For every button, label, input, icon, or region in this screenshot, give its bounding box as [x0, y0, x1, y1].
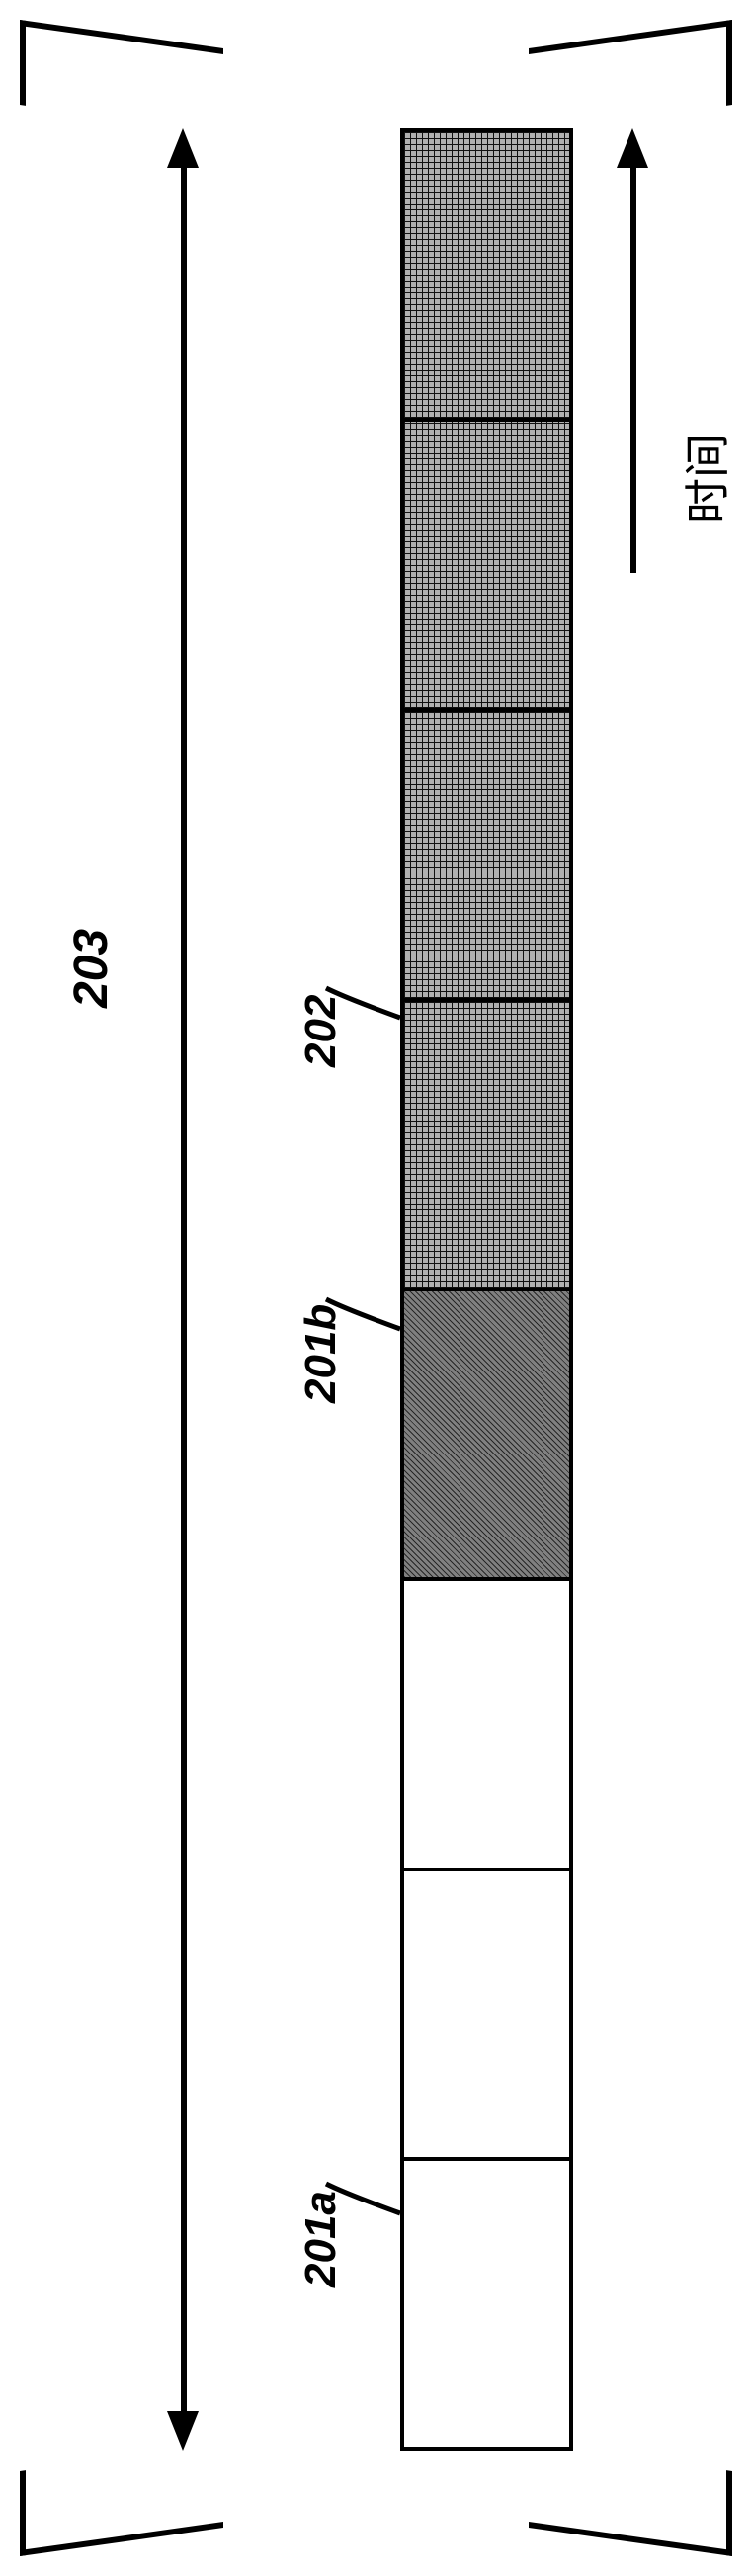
- segment: [404, 418, 569, 707]
- callout-202: 202: [296, 995, 346, 1067]
- segment: [404, 132, 569, 418]
- extent-bracket-203: [163, 128, 203, 2451]
- frame-corner: [529, 20, 732, 133]
- frame-corner: [20, 20, 223, 133]
- callout-201a: 201a: [296, 2191, 346, 2287]
- callout-201b: 201b: [296, 1304, 346, 1403]
- label-203: 203: [64, 929, 119, 1008]
- bracket-line: [181, 158, 187, 2421]
- time-axis-label: 时间: [672, 433, 737, 524]
- segment-201b: [404, 1288, 569, 1577]
- segment: [404, 708, 569, 998]
- diagram-page: 203 202 201b 201a 时间: [0, 0, 752, 2576]
- frame-corner: [20, 2443, 223, 2556]
- segment-201a: [404, 2157, 569, 2447]
- time-axis-line: [630, 158, 636, 573]
- segment: [404, 1868, 569, 2157]
- arrowhead-down-icon: [167, 2411, 199, 2451]
- segment: [404, 1577, 569, 1867]
- frame-corner: [529, 2443, 732, 2556]
- segment-202: [404, 998, 569, 1288]
- segment-stack: [400, 128, 573, 2451]
- time-axis-arrow: [613, 128, 652, 573]
